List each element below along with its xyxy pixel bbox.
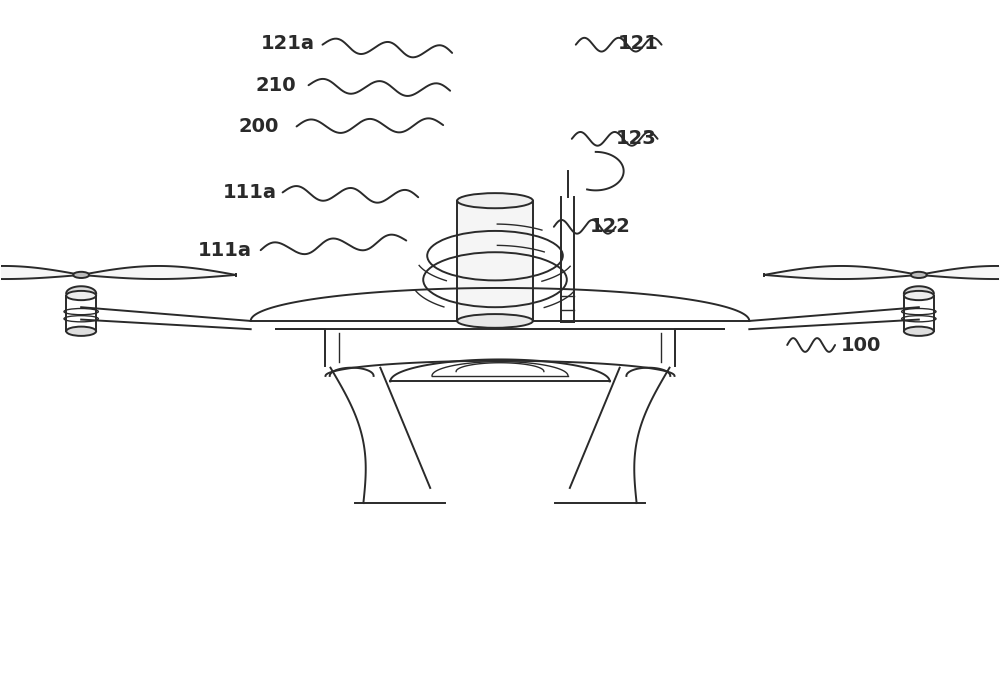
Text: 200: 200 — [239, 117, 279, 136]
Text: 122: 122 — [590, 217, 631, 236]
Ellipse shape — [66, 291, 96, 300]
Text: 121a: 121a — [261, 34, 315, 54]
Ellipse shape — [457, 193, 533, 208]
Text: 111a: 111a — [223, 183, 277, 202]
Text: 111a: 111a — [198, 241, 252, 259]
Text: 123: 123 — [616, 129, 656, 148]
Ellipse shape — [73, 272, 89, 278]
Ellipse shape — [911, 272, 927, 278]
Text: 210: 210 — [256, 76, 296, 95]
Text: 121: 121 — [618, 34, 659, 54]
Ellipse shape — [904, 326, 934, 336]
Ellipse shape — [457, 314, 533, 328]
Text: 100: 100 — [841, 335, 881, 355]
Ellipse shape — [66, 326, 96, 336]
Ellipse shape — [904, 291, 934, 300]
